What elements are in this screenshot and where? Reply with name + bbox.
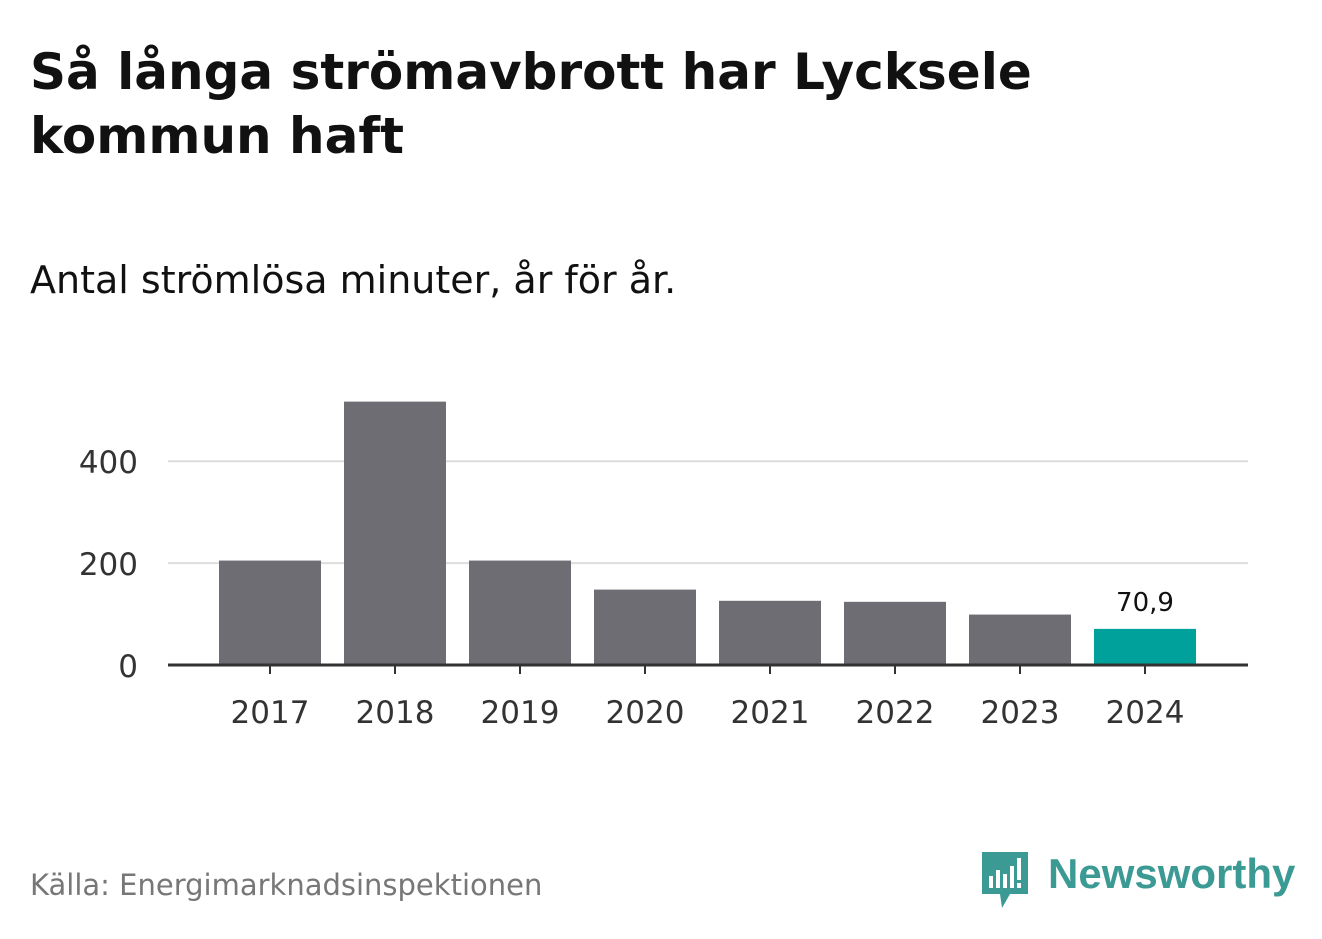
chart-title: Så långa strömavbrott har Lycksele kommu… — [30, 43, 1032, 165]
bar — [844, 601, 946, 665]
x-tick-label: 2024 — [1106, 695, 1185, 731]
x-tick-label: 2019 — [481, 695, 560, 731]
source-note: Källa: Energimarknadsinspektionen — [30, 868, 543, 902]
x-tick-label: 2017 — [231, 695, 310, 731]
y-tick-label: 400 — [79, 445, 138, 481]
brand-name: Newsworthy — [1048, 850, 1296, 897]
bar — [719, 600, 821, 665]
x-tick-label: 2021 — [731, 695, 810, 731]
y-tick-label: 0 — [118, 649, 138, 685]
bar — [344, 401, 446, 665]
bar — [1094, 628, 1196, 665]
bar — [219, 560, 321, 665]
data-label: 70,9 — [1116, 588, 1174, 618]
x-tick-label: 2020 — [606, 695, 685, 731]
x-tick-label: 2023 — [981, 695, 1060, 731]
y-tick-label: 200 — [79, 547, 138, 583]
bar — [594, 589, 696, 665]
newsworthy-logo-icon — [982, 852, 1028, 908]
chart-subtitle: Antal strömlösa minuter, år för år. — [30, 258, 677, 302]
x-tick-label: 2018 — [356, 695, 435, 731]
x-tick-label: 2022 — [856, 695, 935, 731]
bar — [969, 614, 1071, 665]
bar — [469, 560, 571, 665]
